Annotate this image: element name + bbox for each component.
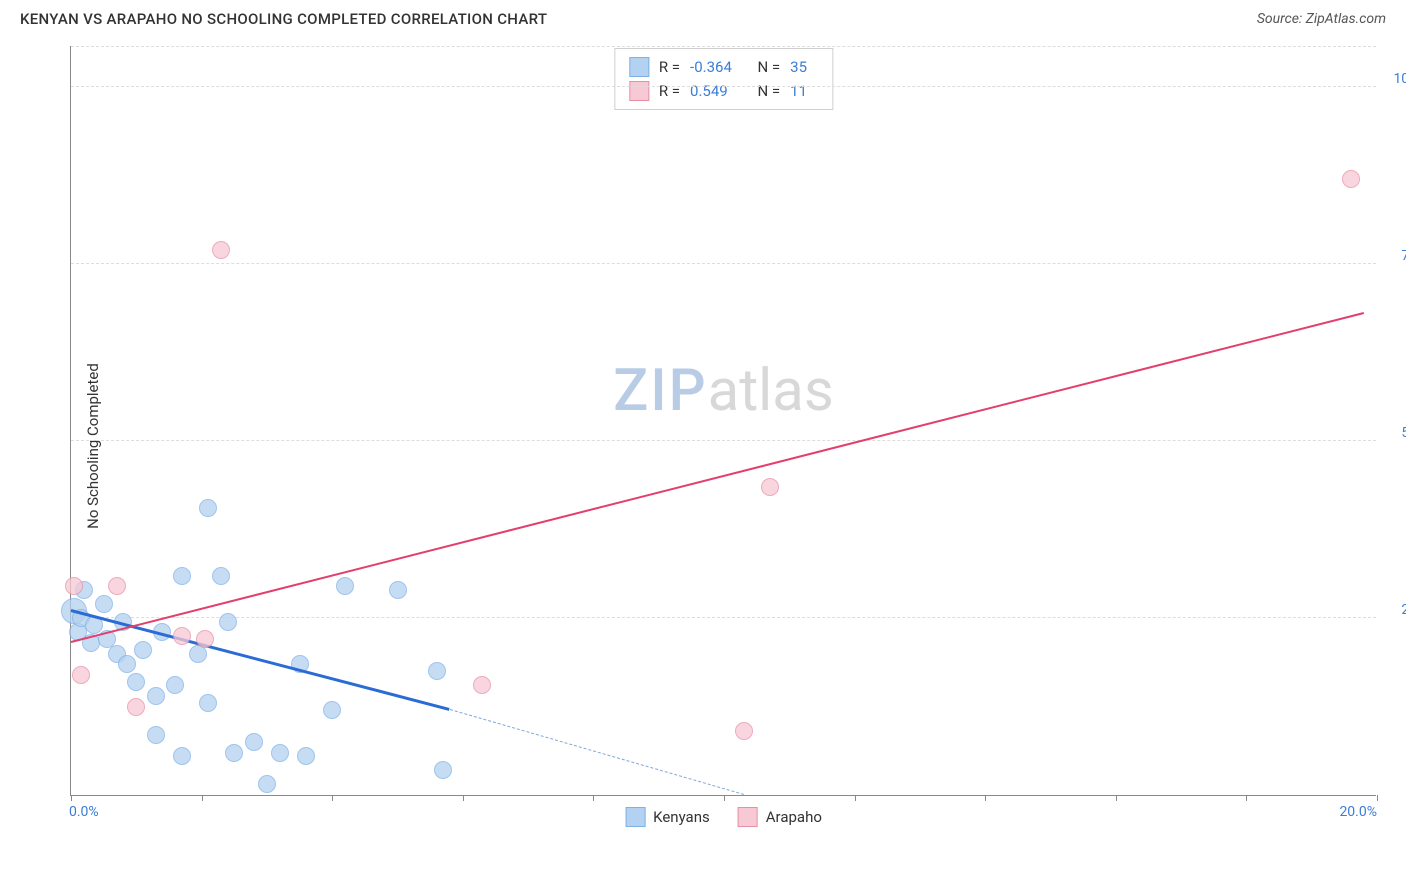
data-point	[199, 499, 217, 517]
data-point	[147, 687, 165, 705]
legend-item: Kenyans	[625, 807, 710, 827]
data-point	[735, 722, 753, 740]
legend-swatch	[625, 807, 645, 827]
data-point	[271, 744, 289, 762]
chart-title: KENYAN VS ARAPAHO NO SCHOOLING COMPLETED…	[20, 10, 547, 28]
x-tick	[1116, 795, 1117, 801]
y-tick-label: 10.0%	[1381, 71, 1406, 87]
x-tick	[855, 795, 856, 801]
x-tick	[985, 795, 986, 801]
gridline	[71, 440, 1376, 441]
data-point	[225, 744, 243, 762]
x-tick	[1377, 795, 1378, 801]
data-point	[173, 627, 191, 645]
legend-r-label: R =	[659, 55, 680, 79]
data-point	[134, 641, 152, 659]
data-point	[196, 630, 214, 648]
data-point	[212, 567, 230, 585]
legend-row: R = -0.364 N = 35	[629, 55, 818, 79]
data-point	[127, 698, 145, 716]
data-point	[434, 761, 452, 779]
legend-swatch	[738, 807, 758, 827]
legend-r-value: 0.549	[690, 79, 740, 103]
legend-r-label: R =	[659, 79, 680, 103]
legend-label: Arapaho	[766, 808, 822, 826]
data-point	[761, 478, 779, 496]
series-legend: Kenyans Arapaho	[625, 807, 822, 827]
y-tick-label: 2.5%	[1381, 602, 1406, 618]
data-point	[199, 694, 217, 712]
chart-container: No Schooling Completed ZIPatlas R = -0.3…	[20, 36, 1386, 856]
data-point	[212, 241, 230, 259]
watermark-part1: ZIP	[613, 357, 707, 425]
legend-swatch	[629, 57, 649, 77]
data-point	[245, 733, 263, 751]
legend-n-label: N =	[750, 79, 780, 103]
x-tick	[71, 795, 72, 801]
legend-n-value: 35	[790, 55, 818, 79]
legend-r-value: -0.364	[690, 55, 740, 79]
watermark-part2: atlas	[708, 357, 834, 425]
data-point	[389, 581, 407, 599]
x-tick	[463, 795, 464, 801]
data-point	[258, 775, 276, 793]
data-point	[95, 595, 113, 613]
data-point	[108, 577, 126, 595]
x-tick-label: 0.0%	[69, 804, 99, 820]
legend-n-label: N =	[750, 55, 780, 79]
correlation-legend: R = -0.364 N = 35R = 0.549 N = 11	[614, 48, 833, 110]
trend-line	[71, 312, 1364, 643]
data-point	[323, 701, 341, 719]
watermark: ZIPatlas	[613, 357, 834, 425]
data-point	[428, 662, 446, 680]
x-tick	[1246, 795, 1247, 801]
gridline	[71, 86, 1376, 87]
plot-area: ZIPatlas R = -0.364 N = 35R = 0.549 N = …	[70, 46, 1376, 796]
y-tick-label: 7.5%	[1381, 248, 1406, 264]
trend-line-dashed	[450, 709, 744, 795]
x-tick	[724, 795, 725, 801]
legend-n-value: 11	[790, 79, 818, 103]
x-tick	[202, 795, 203, 801]
data-point	[173, 567, 191, 585]
chart-source: Source: ZipAtlas.com	[1257, 11, 1386, 27]
data-point	[127, 673, 145, 691]
data-point	[219, 613, 237, 631]
legend-item: Arapaho	[738, 807, 822, 827]
x-tick-label: 20.0%	[1339, 804, 1377, 820]
y-tick-label: 5.0%	[1381, 425, 1406, 441]
gridline	[71, 46, 1376, 47]
data-point	[336, 577, 354, 595]
data-point	[166, 676, 184, 694]
data-point	[1342, 170, 1360, 188]
legend-swatch	[629, 81, 649, 101]
data-point	[147, 726, 165, 744]
gridline	[71, 617, 1376, 618]
data-point	[118, 655, 136, 673]
legend-row: R = 0.549 N = 11	[629, 79, 818, 103]
data-point	[473, 676, 491, 694]
data-point	[173, 747, 191, 765]
data-point	[297, 747, 315, 765]
gridline	[71, 263, 1376, 264]
data-point	[72, 666, 90, 684]
x-tick	[332, 795, 333, 801]
x-tick	[593, 795, 594, 801]
legend-label: Kenyans	[653, 808, 710, 826]
data-point	[65, 577, 83, 595]
